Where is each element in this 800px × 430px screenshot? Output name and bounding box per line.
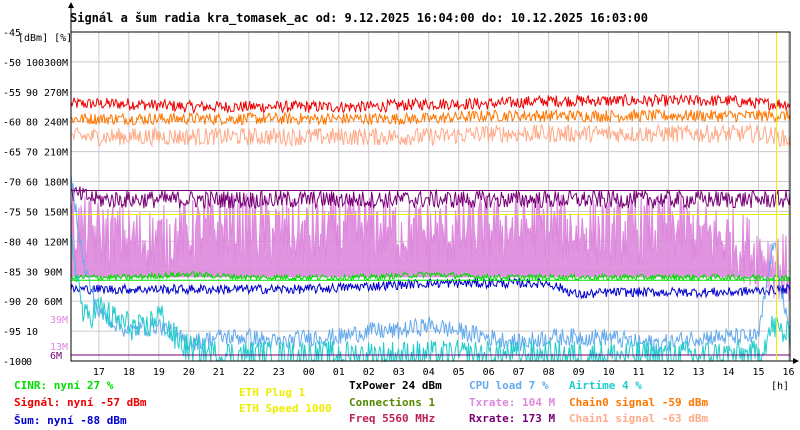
y-tick-dbm: -70 (3, 178, 21, 189)
series-line--um (70, 277, 791, 299)
y-tick-rate: 240M (44, 118, 68, 129)
y-tick-rate: 180M (44, 178, 68, 189)
y-tick-dbm: -45 (3, 28, 21, 39)
y-tick-dbm: -50 (3, 58, 21, 69)
y-tick-pct: 30 (26, 267, 38, 278)
x-tick-label: 06 (483, 367, 495, 378)
y-tick-pct: 80 (26, 118, 38, 129)
x-tick-label: 23 (273, 367, 285, 378)
y-tick-rate: 150M (44, 207, 68, 218)
y-tick-dbm: -90 (3, 297, 21, 308)
series-line-cinr (70, 270, 791, 282)
x-tick-label: 00 (303, 367, 315, 378)
y-tick-rate: 120M (44, 237, 68, 248)
y-tick-dbm: -80 (3, 237, 21, 248)
series-line-sign-l (70, 93, 791, 115)
y-tick-pct: 60 (26, 178, 38, 189)
x-tick-label: 03 (393, 367, 405, 378)
y-tick-rate: 90M (44, 267, 62, 278)
legend-cpu: CPU load 7 % (469, 379, 549, 392)
series-line-rxrate (70, 186, 791, 210)
x-tick-label: 19 (153, 367, 165, 378)
y-tick-rate: 300M (44, 58, 68, 69)
legend-airtime: Airtime 4 % (569, 379, 642, 392)
legend-txrate: Txrate: 104 M (469, 396, 556, 409)
x-tick-label: 14 (723, 367, 735, 378)
x-tick-label: 01 (333, 367, 345, 378)
x-tick-label: 15 (752, 367, 764, 378)
y-tick-dbm: -95 (3, 327, 21, 338)
x-tick-label: 11 (633, 367, 645, 378)
x-tick-label: 17 (93, 367, 105, 378)
legend-noise: Šum: nyní -88 dBm (14, 414, 127, 427)
x-tick-label: 20 (183, 367, 195, 378)
y-extra-label: 39M (50, 315, 68, 326)
x-tick-label: 04 (423, 367, 435, 378)
legend-freq: Freq 5560 MHz (349, 412, 436, 425)
y-tick-pct: 40 (26, 237, 38, 248)
x-tick-label: 07 (513, 367, 525, 378)
legend-chain0: Chain0 signal -59 dBm (569, 396, 709, 409)
y-tick-pct: 0 (26, 357, 32, 368)
y-tick-pct: 50 (26, 207, 38, 218)
chart-title: Signál a šum radia kra_tomasek_ac od: 9.… (70, 11, 648, 25)
x-tick-label: 22 (243, 367, 255, 378)
x-tick-label: 16 (782, 367, 794, 378)
y-tick-pct: 90 (26, 88, 38, 99)
y-axis-arrow (68, 2, 74, 8)
legend-connections: Connections 1 (349, 396, 436, 409)
y-tick-rate: 210M (44, 148, 68, 159)
x-tick-label: 21 (213, 367, 225, 378)
x-tick-label: 05 (453, 367, 465, 378)
x-tick-label: 12 (663, 367, 675, 378)
series-line-chain1-signal (70, 123, 791, 148)
y-tick-pct: 100 (26, 58, 44, 69)
y-tick-dbm: -75 (3, 207, 21, 218)
y-extra-label: 13M (50, 342, 68, 353)
y-tick-rate: 270M (44, 88, 68, 99)
x-axis-arrow (793, 358, 799, 364)
legend-cinr: CINR: nyní 27 % (14, 379, 114, 392)
x-tick-label: 10 (603, 367, 615, 378)
y-tick-rate: 60M (44, 297, 62, 308)
legend-txpower: TxPower 24 dBm (349, 379, 442, 392)
legend-signal: Signál: nyní -57 dBm (14, 396, 147, 409)
x-tick-label: 13 (693, 367, 705, 378)
y-tick-pct: 10 (26, 327, 38, 338)
series-line-chain0-signal (70, 108, 791, 126)
y-tick-pct: 20 (26, 297, 38, 308)
y-axis-header: [dBm] [%] (18, 33, 72, 44)
x-tick-label: 09 (573, 367, 585, 378)
x-tick-label: 02 (363, 367, 375, 378)
y-tick-dbm: -100 (3, 357, 27, 368)
x-tick-label: 08 (543, 367, 555, 378)
x-unit-label: [h] (771, 381, 789, 392)
y-tick-dbm: -55 (3, 88, 21, 99)
legend-eth-speed: ETH Speed 1000 (239, 402, 332, 415)
y-tick-dbm: -60 (3, 118, 21, 129)
x-tick-label: 18 (123, 367, 135, 378)
legend-eth-plug: ETH Plug 1 (239, 386, 306, 399)
y-tick-dbm: -65 (3, 148, 21, 159)
legend-rxrate: Rxrate: 173 M (469, 412, 556, 425)
y-tick-pct: 70 (26, 148, 38, 159)
y-extra-label: 6M (50, 351, 62, 362)
y-tick-dbm: -85 (3, 267, 21, 278)
legend-chain1: Chain1 signal -63 dBm (569, 412, 709, 425)
